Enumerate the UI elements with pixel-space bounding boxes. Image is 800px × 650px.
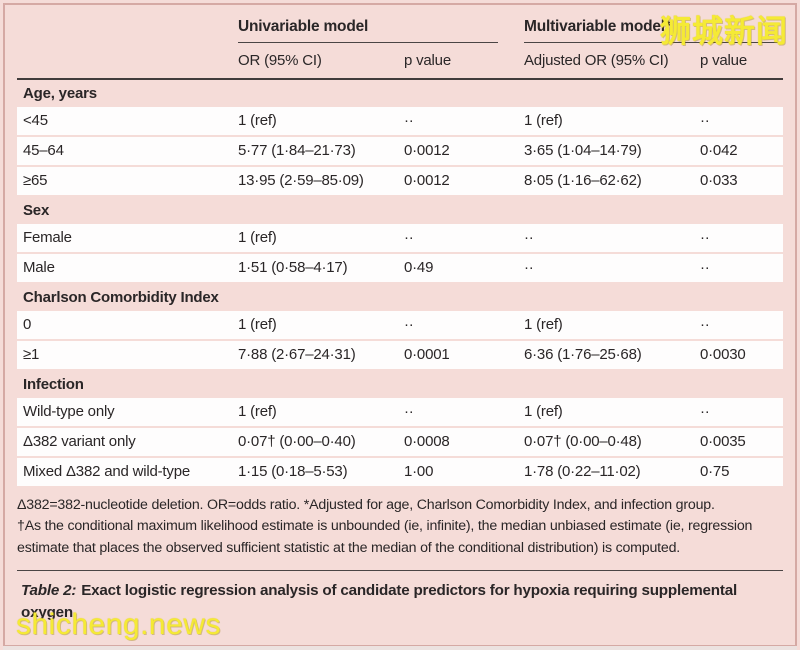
cell-ap: ·· bbox=[700, 229, 710, 246]
cell-or: 0·07† (0·00–0·40) bbox=[238, 433, 356, 450]
section-title: Infection bbox=[23, 376, 84, 393]
cell-or: 1·15 (0·18–5·53) bbox=[238, 463, 348, 480]
cell-label: <45 bbox=[23, 112, 48, 129]
cell-p: 0·49 bbox=[404, 259, 434, 276]
cell-label: Δ382 variant only bbox=[23, 433, 136, 450]
cell-p: 1·00 bbox=[404, 463, 434, 480]
cell-aor: 0·07† (0·00–0·48) bbox=[524, 433, 642, 450]
cell-aor: 3·65 (1·04–14·79) bbox=[524, 142, 642, 159]
cell-label: 0 bbox=[23, 316, 32, 333]
cell-label: Mixed Δ382 and wild-type bbox=[23, 463, 190, 480]
table-row: ≥1 7·88 (2·67–24·31) 0·0001 6·36 (1·76–25·6… bbox=[17, 341, 783, 369]
table-row: Mixed Δ382 and wild-type 1·15 (0·18–5·53)… bbox=[17, 458, 783, 486]
table-caption: Table 2: Exact logistic regression analys… bbox=[17, 580, 783, 624]
cell-p: 0·0012 bbox=[404, 172, 450, 189]
cell-p: 0·0001 bbox=[404, 346, 450, 363]
cell-p: ·· bbox=[404, 403, 414, 420]
group-header-row: Univariable model Multivariable model* bbox=[17, 8, 783, 48]
bottom-edge bbox=[3, 646, 797, 650]
group-header-univariable-label: Univariable model bbox=[238, 18, 498, 43]
cell-aor: 1·78 (0·22–11·02) bbox=[524, 463, 641, 480]
cell-ap: 0·033 bbox=[700, 172, 738, 189]
cell-aor: ·· bbox=[524, 259, 534, 276]
cell-or: 13·95 (2·59–85·09) bbox=[238, 172, 364, 189]
column-header-spacer bbox=[17, 48, 232, 78]
cell-or: 7·88 (2·67–24·31) bbox=[238, 346, 356, 363]
cell-p: ·· bbox=[404, 112, 414, 129]
column-header-pvalue-multi: p value bbox=[700, 52, 747, 69]
cell-or: 5·77 (1·84–21·73) bbox=[238, 142, 356, 159]
cell-aor: 1 (ref) bbox=[524, 316, 563, 333]
table-row: 0 1 (ref) ·· 1 (ref) ·· bbox=[17, 311, 783, 339]
cell-p: 0·0012 bbox=[404, 142, 450, 159]
cell-label: Wild-type only bbox=[23, 403, 115, 420]
section-title: Sex bbox=[23, 202, 50, 219]
cell-or: 1 (ref) bbox=[238, 112, 277, 129]
cell-ap: 0·75 bbox=[700, 463, 730, 480]
cell-ap: ·· bbox=[700, 112, 710, 129]
cell-label: Male bbox=[23, 259, 55, 276]
cell-or: 1·51 (0·58–4·17) bbox=[238, 259, 348, 276]
cell-ap: 0·042 bbox=[700, 142, 738, 159]
section-title: Charlson Comorbidity Index bbox=[23, 289, 219, 306]
cell-or: 1 (ref) bbox=[238, 316, 277, 333]
cell-aor: 1 (ref) bbox=[524, 112, 563, 129]
table-body: Age, years <45 1 (ref) ·· 1 (ref) ·· 45–64 5·77… bbox=[17, 80, 783, 486]
cell-label: 45–64 bbox=[23, 142, 64, 159]
table-row: ≥65 13·95 (2·59–85·09) 0·0012 8·05 (1·16–62… bbox=[17, 167, 783, 195]
cell-ap: ·· bbox=[700, 316, 710, 333]
table-row: 45–64 5·77 (1·84–21·73) 0·0012 3·65 (1·04–1… bbox=[17, 137, 783, 165]
column-header-row: OR (95% CI) p value Adjusted OR (95% CI)… bbox=[17, 48, 783, 80]
table-row: Wild-type only 1 (ref) ·· 1 (ref) ·· bbox=[17, 398, 783, 426]
group-header-multivariable: Multivariable model* bbox=[518, 8, 783, 48]
column-header-or: OR (95% CI) bbox=[238, 52, 322, 69]
footnote-abbreviations: Δ382=382-nucleotide deletion. OR=odds ra… bbox=[17, 497, 715, 513]
cell-label: ≥1 bbox=[23, 346, 40, 363]
column-header-adjusted-or: Adjusted OR (95% CI) bbox=[524, 52, 669, 69]
table-row: Female 1 (ref) ·· ·· ·· bbox=[17, 224, 783, 252]
cell-ap: 0·0030 bbox=[700, 346, 746, 363]
table-caption-number: Table 2: bbox=[21, 581, 77, 599]
cell-label: ≥65 bbox=[23, 172, 48, 189]
caption-divider bbox=[17, 569, 783, 571]
cell-aor: 1 (ref) bbox=[524, 403, 563, 420]
table-content: Univariable model Multivariable model* O… bbox=[17, 8, 783, 624]
cell-ap: 0·0035 bbox=[700, 433, 746, 450]
cell-p: ·· bbox=[404, 316, 414, 333]
section-title: Age, years bbox=[23, 85, 97, 102]
group-header-multivariable-label: Multivariable model* bbox=[524, 18, 783, 43]
table-caption-text: Exact logistic regression analysis of ca… bbox=[21, 581, 737, 621]
cell-aor: 6·36 (1·76–25·68) bbox=[524, 346, 642, 363]
cell-or: 1 (ref) bbox=[238, 229, 277, 246]
cell-or: 1 (ref) bbox=[238, 403, 277, 420]
table-row: Male 1·51 (0·58–4·17) 0·49 ·· ·· bbox=[17, 254, 783, 282]
cell-p: 0·0008 bbox=[404, 433, 450, 450]
group-header-univariable: Univariable model bbox=[232, 8, 518, 48]
footnotes: Δ382=382-nucleotide deletion. OR=odds ra… bbox=[17, 495, 783, 559]
cell-aor: ·· bbox=[524, 229, 534, 246]
cell-label: Female bbox=[23, 229, 72, 246]
footnote-dagger: †As the conditional maximum likelihood e… bbox=[17, 518, 753, 556]
table-row: <45 1 (ref) ·· 1 (ref) ·· bbox=[17, 107, 783, 135]
table-row: Δ382 variant only 0·07† (0·00–0·40) 0·0008… bbox=[17, 428, 783, 456]
cell-ap: ·· bbox=[700, 259, 710, 276]
group-header-spacer bbox=[17, 8, 232, 48]
cell-ap: ·· bbox=[700, 403, 710, 420]
cell-p: ·· bbox=[404, 229, 414, 246]
cell-aor: 8·05 (1·16–62·62) bbox=[524, 172, 642, 189]
column-header-pvalue-uni: p value bbox=[404, 52, 451, 69]
